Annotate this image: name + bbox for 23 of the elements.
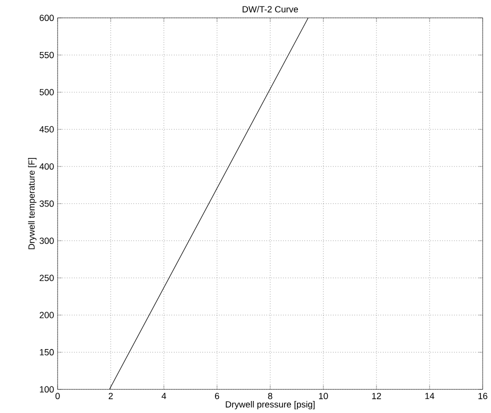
x-tick-label: 6 bbox=[215, 393, 220, 400]
x-tick-label: 16 bbox=[478, 393, 488, 400]
x-axis-title: Drywell pressure [psig] bbox=[226, 401, 315, 410]
y-tick-label: 150 bbox=[40, 349, 54, 356]
y-tick-label: 350 bbox=[40, 200, 54, 207]
y-tick-label: 550 bbox=[40, 52, 54, 58]
y-tick-label: 200 bbox=[40, 312, 54, 318]
y-tick-label: 450 bbox=[39, 126, 54, 133]
y-tick-label: 250 bbox=[40, 274, 54, 282]
y-tick-label: 600 bbox=[40, 14, 54, 22]
x-tick-label: 8 bbox=[268, 393, 272, 400]
y-tick-label: 500 bbox=[40, 89, 54, 96]
x-tick-label: 2 bbox=[108, 393, 113, 400]
x-tick-label: 0 bbox=[55, 393, 60, 400]
y-tick-label: 300 bbox=[40, 238, 54, 244]
chart-title: DW/T-2 Curve bbox=[242, 6, 298, 13]
y-tick-label: 100 bbox=[40, 386, 54, 393]
x-tick-label: 4 bbox=[162, 393, 166, 400]
x-tick-label: 12 bbox=[372, 393, 381, 400]
x-tick-label: 14 bbox=[425, 393, 434, 400]
y-axis-title: Drywell temperature [F] bbox=[28, 158, 36, 250]
y-tick-label: 400 bbox=[39, 164, 54, 170]
x-tick-label: 10 bbox=[319, 393, 328, 400]
